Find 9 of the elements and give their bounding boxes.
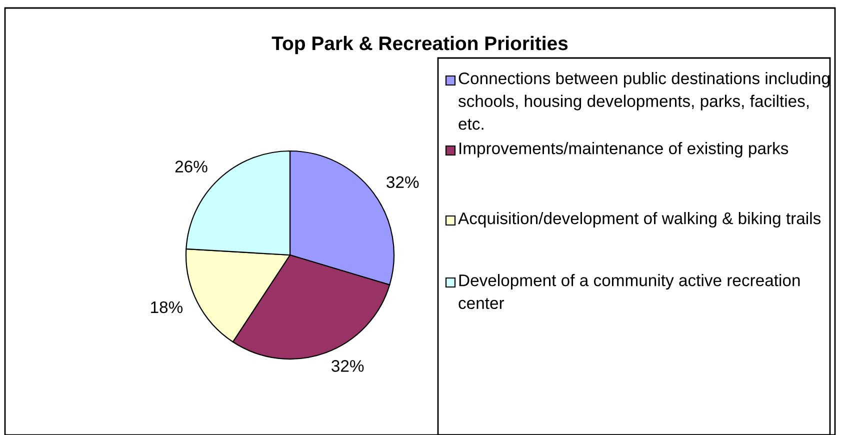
- legend-label: Development of a community active recreation center: [458, 274, 800, 310]
- data-label: 26%: [175, 160, 208, 172]
- data-label: 32%: [332, 360, 364, 372]
- legend-label: Improvements/maintenance of existing parks: [460, 142, 788, 158]
- data-label: 18%: [151, 301, 183, 314]
- chart-title: Top Park & Recreation Priorities: [272, 36, 568, 54]
- legend-label: Acquisition/development of walking & biking trails: [458, 212, 821, 228]
- data-label: 32%: [386, 176, 419, 188]
- legend-label: Connections between public destinations including schools, housing developments, parks, facilties, etc.: [458, 72, 830, 130]
